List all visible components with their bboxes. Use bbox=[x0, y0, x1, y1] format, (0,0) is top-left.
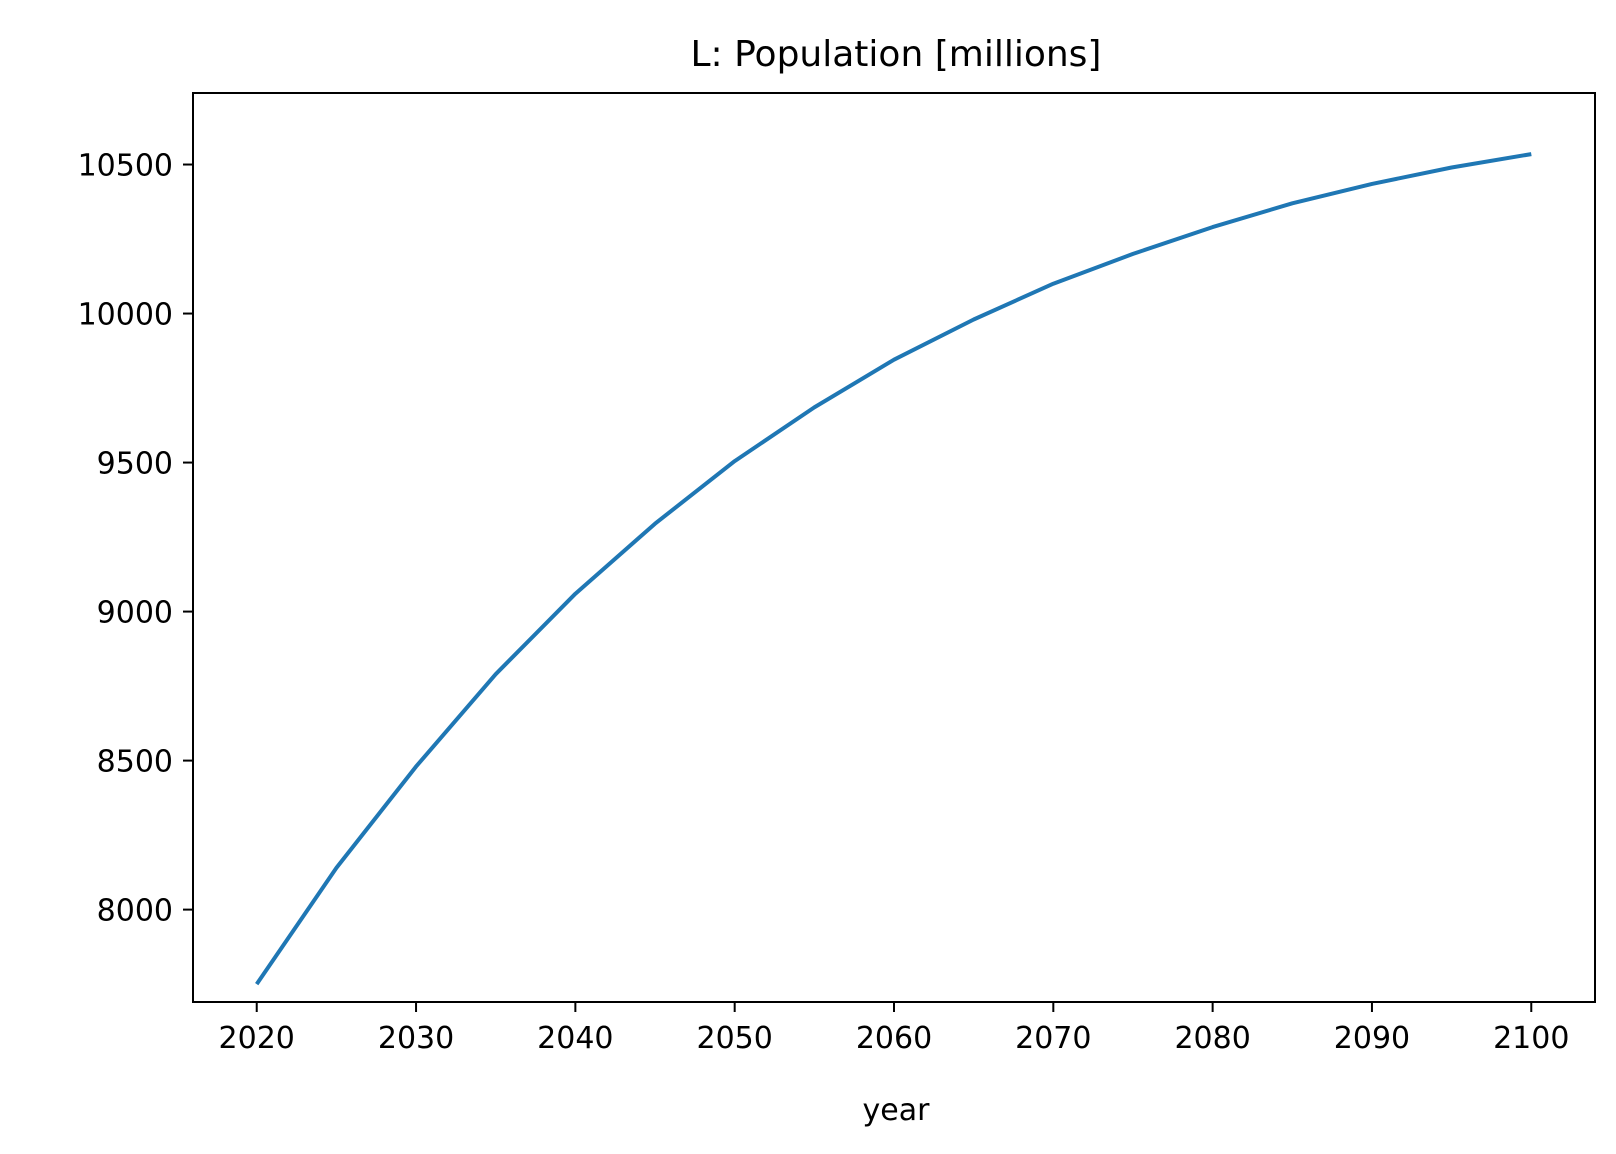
y-tick-label-8500: 8500 bbox=[97, 745, 173, 780]
y-tick-label-10500: 10500 bbox=[78, 149, 173, 184]
y-tick-label-9500: 9500 bbox=[97, 447, 173, 482]
y-axis: 8000 8500 9000 9500 10000 10500 bbox=[78, 149, 193, 929]
chart-title: L: Population [millions] bbox=[691, 34, 1102, 75]
x-tick-label-2030: 2030 bbox=[378, 1021, 454, 1056]
x-tick-label-2080: 2080 bbox=[1174, 1021, 1250, 1056]
x-tick-label-2020: 2020 bbox=[219, 1021, 295, 1056]
x-tick-label-2050: 2050 bbox=[697, 1021, 773, 1056]
x-axis-title: year bbox=[863, 1093, 931, 1128]
x-tick-label-2040: 2040 bbox=[537, 1021, 613, 1056]
y-tick-label-8000: 8000 bbox=[97, 894, 173, 929]
x-tick-label-2090: 2090 bbox=[1334, 1021, 1410, 1056]
x-tick-label-2070: 2070 bbox=[1015, 1021, 1091, 1056]
y-tick-label-10000: 10000 bbox=[78, 298, 173, 333]
series-line bbox=[255, 152, 1532, 986]
x-tick-label-2100: 2100 bbox=[1493, 1021, 1569, 1056]
y-tick-label-9000: 9000 bbox=[97, 596, 173, 631]
x-axis: 2020 2030 2040 2050 2060 2070 2080 2090 2100 bbox=[219, 1002, 1569, 1056]
x-tick-label-2060: 2060 bbox=[856, 1021, 932, 1056]
